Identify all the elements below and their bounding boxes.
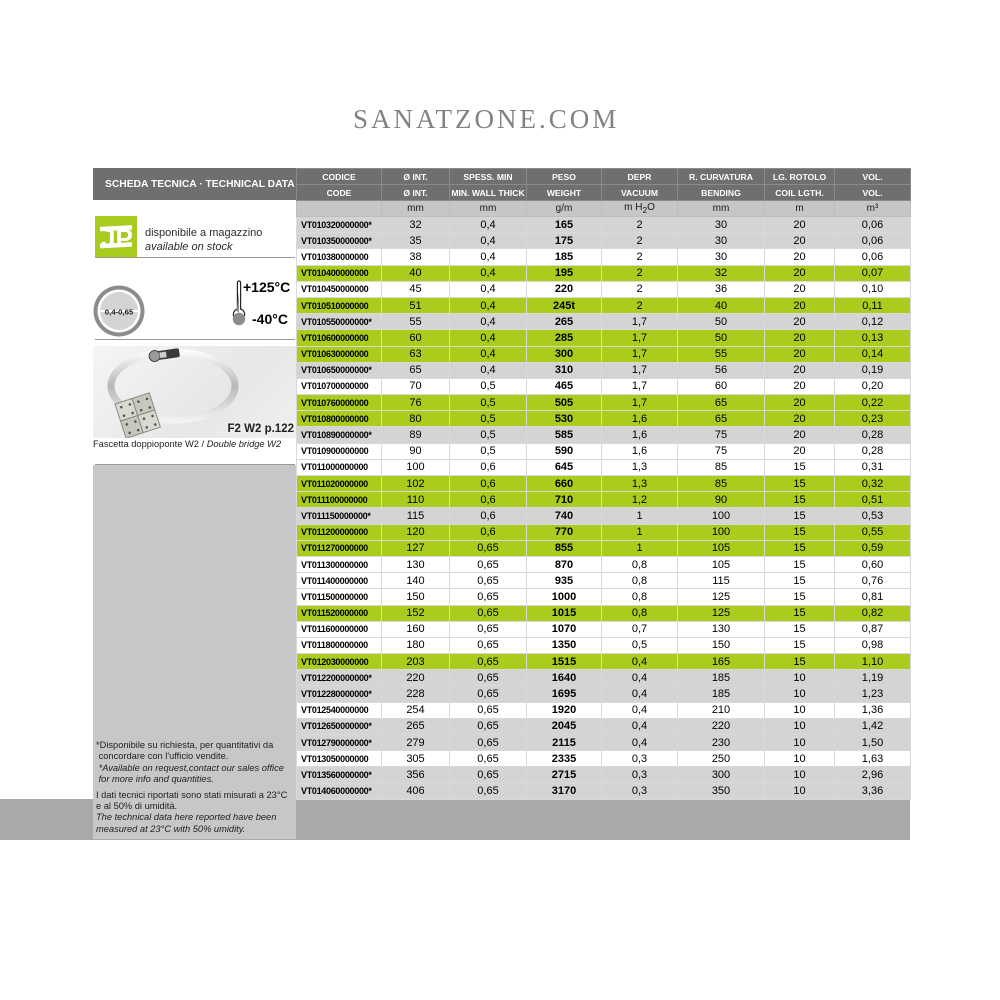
svg-text:0,4-0,65: 0,4-0,65 (105, 308, 134, 317)
svg-text:JP: JP (101, 223, 133, 253)
